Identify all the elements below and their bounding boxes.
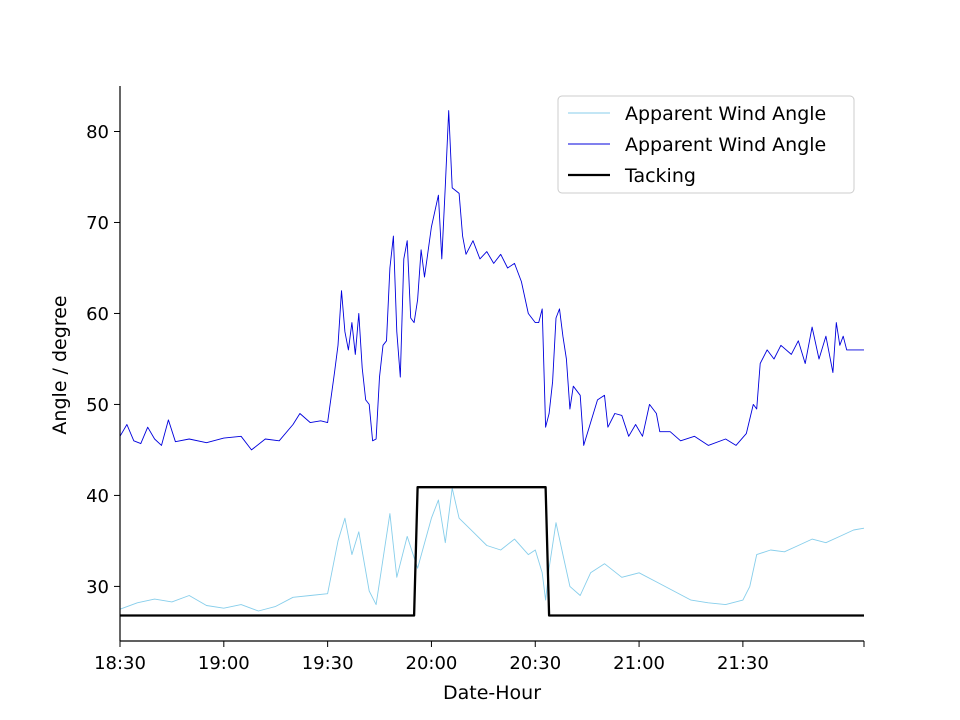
x-tick-label: 19:00 <box>198 653 250 674</box>
legend: Apparent Wind Angle Apparent Wind Angle Ta… <box>557 95 855 194</box>
y-axis-label: Angle / degree <box>49 295 71 434</box>
y-tick-label: 60 <box>86 304 109 325</box>
axes: 30 40 50 60 70 80 18:30 19:00 19:30 20:00 20:30 21… <box>86 86 865 674</box>
x-tick-label: 21:30 <box>717 653 769 674</box>
legend-entries: Apparent Wind Angle Apparent Wind Angle Ta… <box>568 103 826 187</box>
x-tick-label: 19:30 <box>302 653 354 674</box>
y-tick-label: 30 <box>86 577 109 598</box>
y-ticks: 30 40 50 60 70 80 <box>86 122 120 598</box>
y-tick-label: 50 <box>86 395 109 416</box>
legend-frame <box>557 95 855 194</box>
x-tick-label: 20:30 <box>509 653 561 674</box>
series-line-3 <box>120 486 864 617</box>
series-line-1 <box>119 487 865 612</box>
x-tick-label: 18:30 <box>94 653 146 674</box>
legend-label: Apparent Wind Angle <box>625 134 826 156</box>
y-tick-label: 80 <box>86 122 109 143</box>
series-line-2 <box>119 110 864 451</box>
legend-label: Apparent Wind Angle <box>625 103 826 125</box>
x-tick-label: 20:00 <box>406 653 458 674</box>
y-tick-label: 70 <box>86 213 109 234</box>
x-axis-label: Date-Hour <box>443 682 541 704</box>
x-tick-label: 21:00 <box>613 653 665 674</box>
legend-label: Tacking <box>624 165 696 187</box>
x-ticks: 18:30 19:00 19:30 20:00 20:30 21:00 21:30 <box>94 641 865 674</box>
plot-lines <box>119 110 865 617</box>
y-tick-label: 40 <box>86 486 109 507</box>
